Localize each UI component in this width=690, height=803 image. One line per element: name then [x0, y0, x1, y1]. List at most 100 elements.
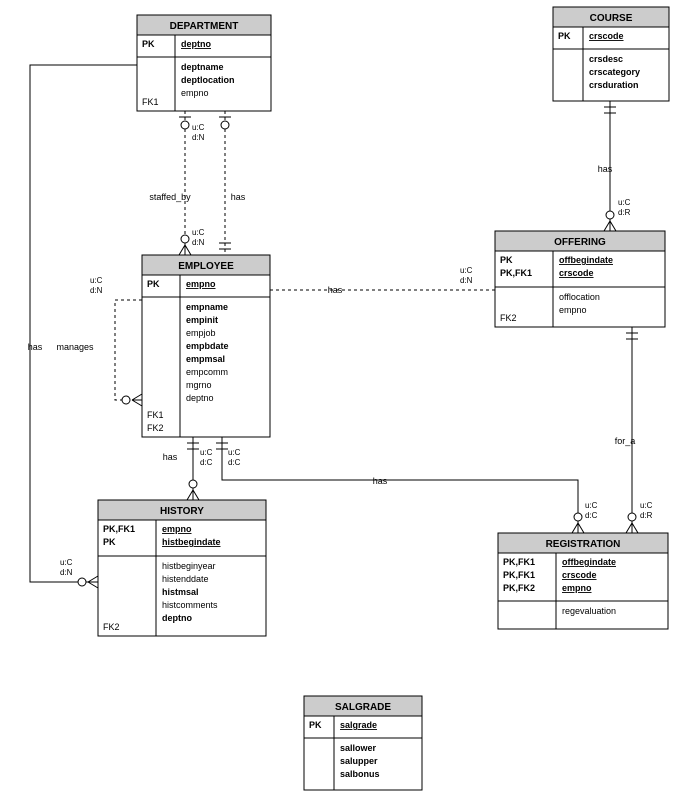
rel-label: has	[163, 452, 178, 462]
attr-empno: empno	[562, 583, 592, 593]
svg-text:d:C: d:C	[200, 458, 213, 467]
svg-text:PK,FK2: PK,FK2	[503, 583, 535, 593]
svg-text:OFFERING: OFFERING	[554, 237, 606, 248]
rel-dept-has-emp: has	[219, 111, 246, 255]
svg-text:REGISTRATION: REGISTRATION	[546, 539, 621, 550]
svg-text:PK,FK1: PK,FK1	[500, 268, 532, 278]
er-diagram: staffed_byu:Cd:Nu:Cd:Nhasmanagesu:Cd:Nha…	[0, 0, 690, 803]
attr-histbeginyear: histbeginyear	[162, 561, 216, 571]
entity-registration: REGISTRATION PK,FK1 offbegindate PK,FK1 crsc…	[498, 533, 668, 629]
attr-histmsal: histmsal	[162, 587, 199, 597]
rel-emp-has-offering: hasu:Cd:N	[252, 266, 515, 296]
svg-text:PK: PK	[500, 255, 513, 265]
attr-crscode: crscode	[562, 570, 597, 580]
attr-crscode: crscode	[589, 31, 624, 41]
svg-text:d:N: d:N	[90, 286, 103, 295]
attr-offbegindate: offbegindate	[562, 557, 616, 567]
svg-text:d:C: d:C	[228, 458, 241, 467]
svg-text:FK1: FK1	[147, 410, 164, 420]
svg-text:PK: PK	[309, 720, 322, 730]
svg-text:d:C: d:C	[585, 511, 598, 520]
svg-text:EMPLOYEE: EMPLOYEE	[178, 261, 234, 272]
attr-crscategory: crscategory	[589, 67, 640, 77]
attr-empjob: empjob	[186, 328, 216, 338]
svg-text:PK,FK1: PK,FK1	[503, 570, 535, 580]
attr-offbegindate: offbegindate	[559, 255, 613, 265]
attr-deptlocation: deptlocation	[181, 75, 235, 85]
entity-course: COURSEPKcrscodecrsdesccrscategorycrsdura…	[553, 7, 669, 101]
attr-empbdate: empbdate	[186, 341, 229, 351]
svg-text:PK,FK1: PK,FK1	[503, 557, 535, 567]
attr-deptno: deptno	[162, 613, 192, 623]
rel-label: has	[231, 192, 246, 202]
attr-histenddate: histenddate	[162, 574, 209, 584]
svg-text:u:C: u:C	[640, 501, 653, 510]
entity-history: HISTORY PK,FK1 empno PK histbegindate histbeg…	[98, 500, 266, 636]
attr-empinit: empinit	[186, 315, 218, 325]
svg-text:u:C: u:C	[192, 123, 205, 132]
entity-employee: EMPLOYEE PK empno empname empinit empjob empbd…	[142, 255, 270, 437]
rel-emp-has-history: has u:Cd:C	[163, 437, 213, 500]
svg-text:DEPARTMENT: DEPARTMENT	[170, 21, 239, 32]
rel-label: has	[28, 342, 43, 352]
rel-label: staffed_by	[149, 192, 191, 202]
svg-text:d:R: d:R	[618, 208, 631, 217]
svg-text:d:N: d:N	[60, 568, 73, 577]
attr-histcomments: histcomments	[162, 600, 218, 610]
svg-text:FK2: FK2	[500, 313, 517, 323]
attr-deptname: deptname	[181, 62, 224, 72]
attr-deptno: deptno	[181, 39, 211, 49]
entity-department: DEPARTMENT PK deptno deptname deptlocation em…	[137, 15, 271, 111]
svg-text:d:R: d:R	[640, 511, 653, 520]
svg-text:d:N: d:N	[460, 276, 473, 285]
svg-text:d:N: d:N	[192, 238, 205, 247]
svg-text:PK: PK	[147, 279, 160, 289]
attr-empcomm: empcomm	[186, 367, 228, 377]
attr-mgrno: mgrno	[186, 380, 212, 390]
rel-label: for_a	[615, 436, 636, 446]
attr-crsdesc: crsdesc	[589, 54, 623, 64]
attr-empno: empno	[559, 305, 587, 315]
attr-salbonus: salbonus	[340, 769, 380, 779]
rel-label: has	[373, 476, 388, 486]
svg-text:d:N: d:N	[192, 133, 205, 142]
svg-text:HISTORY: HISTORY	[160, 506, 204, 517]
attr-regevaluation: regevaluation	[562, 606, 616, 616]
rel-label: has	[598, 164, 613, 174]
attr-salgrade: salgrade	[340, 720, 377, 730]
svg-text:FK2: FK2	[147, 423, 164, 433]
svg-text:u:C: u:C	[228, 448, 241, 457]
svg-text:PK,FK1: PK,FK1	[103, 524, 135, 534]
entity-offering: OFFERING PK offbegindate PK,FK1 crscode offlo…	[495, 231, 665, 327]
attr-sallower: sallower	[340, 743, 377, 753]
rel-emp-has-registration: hasu:Cd:Cu:Cd:C	[216, 437, 598, 533]
svg-text:u:C: u:C	[585, 501, 598, 510]
entity-salgrade: SALGRADE PK salgrade sallower salupper salbon…	[304, 696, 422, 790]
svg-text:FK1: FK1	[142, 97, 159, 107]
attr-empno: empno	[181, 88, 209, 98]
svg-text:COURSE: COURSE	[590, 13, 633, 24]
attr-offlocation: offlocation	[559, 292, 600, 302]
svg-text:PK: PK	[103, 537, 116, 547]
attr-empno: empno	[162, 524, 192, 534]
rel-offering-for-registration: for_a u:Cd:R	[615, 327, 653, 533]
rel-course-has-offering: has u:Cd:R	[598, 101, 631, 231]
attr-histbegindate: histbegindate	[162, 537, 221, 547]
svg-text:u:C: u:C	[60, 558, 73, 567]
attr-crsduration: crsduration	[589, 80, 639, 90]
svg-text:u:C: u:C	[90, 276, 103, 285]
svg-text:u:C: u:C	[618, 198, 631, 207]
attr-empmsal: empmsal	[186, 354, 225, 364]
attr-empno: empno	[186, 279, 216, 289]
rel-dept-staffed-emp: staffed_byu:Cd:Nu:Cd:N	[149, 111, 204, 255]
rel-label: manages	[56, 342, 94, 352]
svg-text:u:C: u:C	[460, 266, 473, 275]
svg-text:u:C: u:C	[192, 228, 205, 237]
svg-text:u:C: u:C	[200, 448, 213, 457]
attr-crscode: crscode	[559, 268, 594, 278]
attr-empname: empname	[186, 302, 228, 312]
attr-salupper: salupper	[340, 756, 378, 766]
svg-text:PK: PK	[142, 39, 155, 49]
svg-text:FK2: FK2	[103, 622, 120, 632]
svg-text:SALGRADE: SALGRADE	[335, 702, 391, 713]
